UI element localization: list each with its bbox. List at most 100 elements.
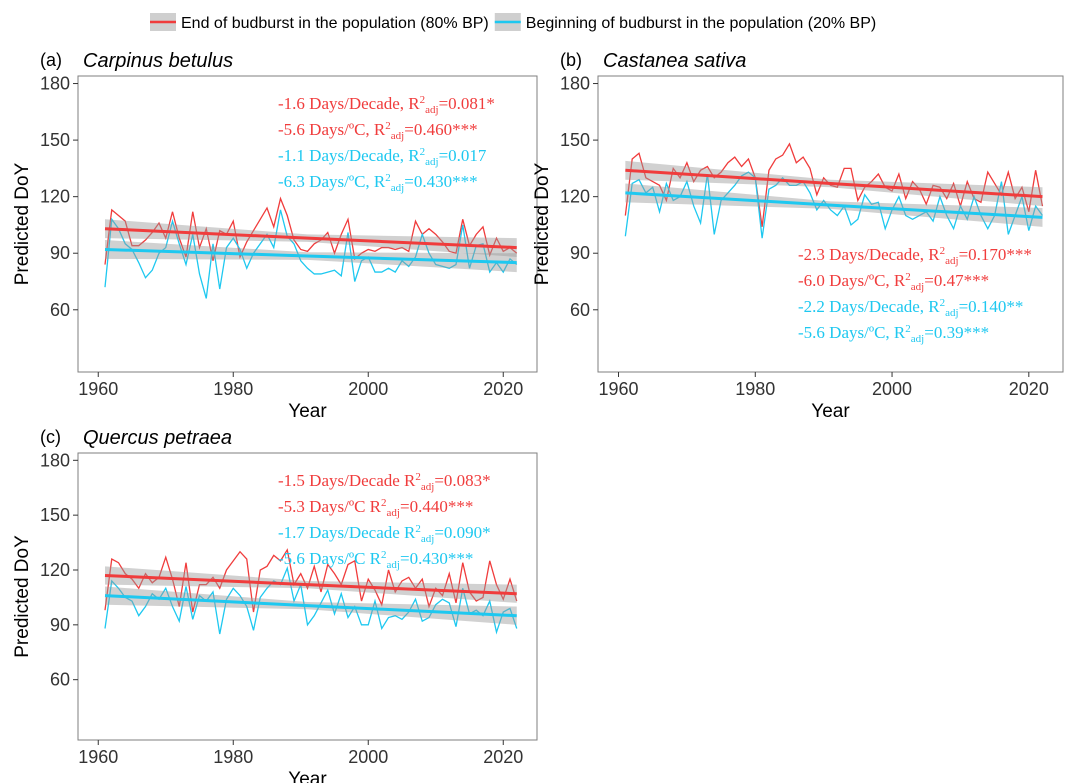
- trend-line: [104, 247, 517, 265]
- y-tick-label: 90: [50, 243, 70, 263]
- annotation-sub: adj: [391, 130, 404, 142]
- annotation-text: -1.1 Days/Decade, R: [278, 146, 420, 165]
- x-tick-label: 1980: [213, 379, 253, 399]
- annotation-stat: =0.017: [439, 146, 487, 165]
- annotation-stat: =0.39***: [924, 323, 989, 342]
- y-tick-label: 60: [50, 670, 70, 690]
- annotation: -5.6 Days/ºC, R2adj=0.39***: [798, 323, 989, 345]
- y-tick-label: 180: [40, 450, 70, 470]
- annotation-text: -1.7 Days/Decade R: [278, 523, 416, 542]
- y-tick-label: 120: [560, 187, 590, 207]
- annotation-sup: 2: [940, 297, 946, 309]
- panel-label: (c): [40, 427, 61, 447]
- series-line: [624, 142, 1044, 227]
- annotation: -1.5 Days/Decade R2adj=0.083*: [278, 471, 491, 493]
- annotation: -1.1 Days/Decade, R2adj=0.017: [278, 146, 487, 168]
- panel-title: Quercus petraea: [83, 427, 232, 449]
- annotation-sup: 2: [940, 245, 946, 257]
- series-line: [104, 565, 518, 635]
- annotation-text: -5.6 Days/ºC, R: [798, 323, 906, 342]
- y-tick-label: 90: [50, 615, 70, 635]
- annotation-text: -5.6 Days/ºC, R: [278, 120, 386, 139]
- x-axis-title: Year: [288, 401, 327, 422]
- x-axis-title: Year: [811, 401, 850, 422]
- x-tick-label: 2000: [872, 379, 912, 399]
- y-tick-label: 180: [40, 74, 70, 94]
- annotation-stat: =0.430***: [400, 549, 473, 568]
- x-tick-label: 2020: [483, 379, 523, 399]
- annotation-sup: 2: [381, 549, 387, 561]
- legend-label: End of budburst in the population (80% B…: [181, 15, 489, 32]
- y-tick-label: 120: [40, 560, 70, 580]
- annotation-text: -1.6 Days/Decade, R: [278, 94, 420, 113]
- annotation-sup: 2: [381, 497, 387, 509]
- x-tick-label: 2020: [1009, 379, 1049, 399]
- annotation-text: -2.3 Days/Decade, R: [798, 245, 940, 264]
- annotation: -2.2 Days/Decade, R2adj=0.140**: [798, 297, 1023, 319]
- trend-line: [625, 191, 1043, 219]
- annotation-text: -5.3 Days/ºC R: [278, 497, 382, 516]
- annotation-sub: adj: [945, 255, 958, 267]
- annotation-sup: 2: [415, 523, 421, 535]
- annotation-sub: adj: [945, 307, 958, 319]
- annotation-stat: =0.460***: [404, 120, 477, 139]
- annotation-sub: adj: [911, 281, 924, 293]
- annotation-sub: adj: [425, 156, 438, 168]
- x-tick-label: 2000: [348, 379, 388, 399]
- annotation-sup: 2: [905, 271, 911, 283]
- trend-line: [104, 227, 517, 250]
- trend-line: [104, 573, 517, 596]
- annotation-sup: 2: [385, 172, 391, 184]
- annotation-sup: 2: [420, 146, 426, 158]
- trend-line: [625, 168, 1043, 199]
- x-tick-label: 1960: [78, 747, 118, 767]
- annotation-stat: =0.083*: [434, 471, 490, 490]
- y-tick-label: 120: [40, 187, 70, 207]
- annotation-text: -5.6 Days/ºC R: [278, 549, 382, 568]
- annotation: -5.6 Days/ºC R2adj=0.430***: [278, 549, 473, 571]
- y-tick-label: 150: [40, 505, 70, 525]
- annotation-sub: adj: [387, 559, 400, 571]
- y-axis-title: Predicted DoY: [532, 162, 553, 285]
- annotation: -2.3 Days/Decade, R2adj=0.170***: [798, 245, 1032, 267]
- y-tick-label: 150: [560, 130, 590, 150]
- legend-label: Beginning of budburst in the population …: [526, 15, 876, 32]
- x-tick-label: 1980: [735, 379, 775, 399]
- plot-border: [77, 452, 538, 741]
- annotation-stat: =0.47***: [924, 271, 989, 290]
- annotation: -1.6 Days/Decade, R2adj=0.081*: [278, 94, 495, 116]
- annotation-sub: adj: [425, 104, 438, 116]
- annotation: -5.6 Days/ºC, R2adj=0.460***: [278, 120, 478, 142]
- x-tick-label: 1980: [213, 747, 253, 767]
- y-tick-label: 180: [560, 74, 590, 94]
- annotation-text: -6.0 Days/ºC, R: [798, 271, 906, 290]
- annotation-sup: 2: [905, 323, 911, 335]
- annotation: -1.7 Days/Decade R2adj=0.090*: [278, 523, 491, 545]
- annotation-stat: =0.440***: [400, 497, 473, 516]
- series-line: [104, 548, 518, 613]
- annotation-text: -6.3 Days/ºC, R: [278, 172, 386, 191]
- annotation-sub: adj: [911, 333, 924, 345]
- legend-item: Beginning of budburst in the population …: [494, 13, 876, 32]
- annotation-sub: adj: [391, 182, 404, 194]
- series-line: [624, 171, 1044, 239]
- annotation-text: -1.5 Days/Decade R: [278, 471, 416, 490]
- x-tick-label: 1960: [78, 379, 118, 399]
- annotation-text: -2.2 Days/Decade, R: [798, 297, 940, 316]
- y-tick-label: 90: [570, 243, 590, 263]
- annotation-stat: =0.170***: [959, 245, 1032, 264]
- y-axis-title: Predicted DoY: [12, 535, 33, 658]
- x-tick-label: 2000: [348, 747, 388, 767]
- legend-item: End of budburst in the population (80% B…: [150, 13, 489, 32]
- annotation-stat: =0.140**: [959, 297, 1024, 316]
- y-tick-label: 60: [570, 300, 590, 320]
- annotation-sup: 2: [385, 120, 391, 132]
- plot-border: [77, 75, 538, 373]
- trend-line: [104, 594, 517, 618]
- panel-label: (b): [560, 50, 582, 70]
- annotation: -5.3 Days/ºC R2adj=0.440***: [278, 497, 473, 519]
- annotation-stat: =0.430***: [404, 172, 477, 191]
- panel-title: Castanea sativa: [603, 50, 746, 72]
- series-line: [104, 209, 518, 299]
